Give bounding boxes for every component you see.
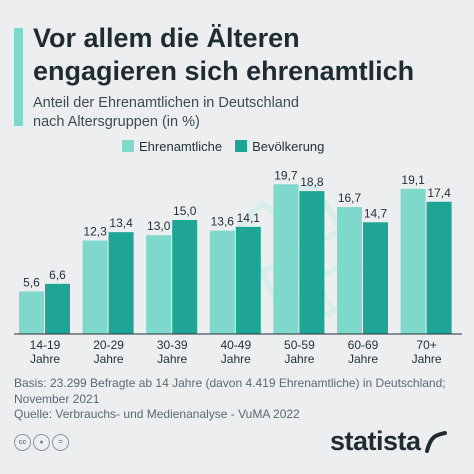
x-tick-label-30-39-jahre-line2: Jahre	[157, 352, 187, 366]
bar-bev-lkerung-20-29-jahre	[108, 232, 134, 334]
value-label-bev-lkerung-60-69-jahre: 14,7	[364, 206, 388, 220]
chart-legend: Ehrenamtliche Bevölkerung	[122, 137, 337, 155]
value-label-bev-lkerung-14-19-jahre: 6,6	[49, 268, 66, 282]
legend-swatch-bevoelkerung	[235, 140, 248, 152]
x-tick-labels-group: 14-19Jahre20-29Jahre30-39Jahre40-49Jahre…	[30, 338, 442, 366]
logo-wordmark: statista	[330, 426, 421, 456]
footer-basis: Basis: 23.299 Befragte ab 14 Jahre (davo…	[14, 376, 446, 390]
legend-swatch-ehrenamtliche	[122, 140, 134, 152]
value-label-ehrenamtliche-70-jahre: 19,1	[401, 173, 425, 187]
value-label-ehrenamtliche-20-29-jahre: 12,3	[83, 225, 107, 239]
license-icons[interactable]: cc ● =	[14, 434, 69, 451]
x-tick-label-20-29-jahre-line2: Jahre	[94, 352, 124, 366]
legend-label-bevoelkerung: Bevölkerung	[252, 138, 325, 154]
page-title: Vor allem die Älteren engagieren sich eh…	[33, 22, 463, 88]
bar-ehrenamtliche-14-19-jahre	[19, 291, 44, 334]
value-label-ehrenamtliche-40-49-jahre: 13,6	[211, 215, 235, 229]
bar-bev-lkerung-14-19-jahre	[45, 283, 70, 334]
value-label-bev-lkerung-30-39-jahre: 15,0	[173, 204, 197, 218]
bar-bev-lkerung-40-49-jahre	[235, 226, 261, 334]
value-label-bev-lkerung-70-jahre: 17,4	[427, 186, 451, 200]
title-accent-bar	[14, 28, 23, 126]
bar-ehrenamtliche-70-jahre	[400, 188, 426, 334]
x-tick-label-70-jahre-line2: Jahre	[412, 352, 442, 366]
x-tick-label-20-29-jahre-line1: 20-29	[93, 338, 124, 352]
subtitle-line-1: Anteil der Ehrenamtlichen in Deutschland	[33, 95, 299, 111]
page-subtitle: Anteil der Ehrenamtlichen in Deutschland…	[33, 94, 463, 132]
x-tick-label-70-jahre-line1: 70+	[416, 338, 436, 352]
footer-source: Quelle: Verbrauchs- und Medienanalyse - …	[14, 407, 300, 421]
legend-item-ehrenamtliche: Ehrenamtliche	[122, 139, 222, 154]
bar-ehrenamtliche-60-69-jahre	[337, 207, 362, 334]
cc-icon[interactable]: cc	[14, 434, 31, 451]
statista-logo[interactable]: statista	[330, 426, 447, 457]
value-label-ehrenamtliche-30-39-jahre: 13,0	[147, 219, 171, 233]
title-line-2: engagieren sich ehrenamtlich	[33, 56, 415, 86]
x-tick-label-40-49-jahre-line1: 40-49	[220, 338, 251, 352]
bars-group	[19, 184, 452, 334]
value-label-bev-lkerung-50-59-jahre: 18,8	[300, 175, 324, 189]
x-tick-label-50-59-jahre-line1: 50-59	[284, 338, 315, 352]
x-tick-label-14-19-jahre-line2: Jahre	[30, 352, 60, 366]
value-label-ehrenamtliche-14-19-jahre: 5,6	[23, 275, 40, 289]
equals-icon[interactable]: =	[52, 434, 69, 451]
x-tick-label-30-39-jahre-line1: 30-39	[157, 338, 188, 352]
bar-ehrenamtliche-50-59-jahre	[273, 184, 299, 334]
legend-label-ehrenamtliche: Ehrenamtliche	[139, 138, 223, 154]
bar-ehrenamtliche-20-29-jahre	[82, 240, 108, 334]
x-tick-label-40-49-jahre-line2: Jahre	[221, 352, 251, 366]
bar-ehrenamtliche-30-39-jahre	[146, 235, 172, 334]
bar-ehrenamtliche-40-49-jahre	[209, 230, 235, 334]
bar-bev-lkerung-50-59-jahre	[299, 191, 325, 334]
bar-bev-lkerung-30-39-jahre	[172, 220, 198, 334]
x-tick-label-60-69-jahre-line2: Jahre	[348, 352, 378, 366]
person-icon[interactable]: ●	[33, 434, 50, 451]
bar-bev-lkerung-60-69-jahre	[363, 222, 388, 334]
value-label-ehrenamtliche-60-69-jahre: 16,7	[338, 191, 362, 205]
value-label-bev-lkerung-40-49-jahre: 14,1	[237, 211, 261, 225]
value-label-bev-lkerung-20-29-jahre: 13,4	[109, 216, 133, 230]
footer-basis-date: November 2021	[14, 391, 100, 406]
value-label-ehrenamtliche-50-59-jahre: 19,7	[274, 168, 298, 182]
title-line-1: Vor allem die Älteren	[33, 23, 300, 53]
legend-item-bevoelkerung: Bevölkerung	[235, 139, 324, 154]
x-tick-label-50-59-jahre-line2: Jahre	[284, 352, 314, 366]
x-tick-label-14-19-jahre-line1: 14-19	[30, 338, 61, 352]
value-labels-group: 5,6 6,6 12,313,4 13,015,0 13,6 14,1 19,7 18,8 16…	[23, 168, 451, 289]
bar-bev-lkerung-70-jahre	[426, 201, 452, 334]
chart-footer: Basis: 23.299 Befragte ab 14 Jahre (davo…	[14, 376, 464, 423]
subtitle-line-2: nach Altersgruppen (in %)	[33, 114, 200, 130]
logo-mark-icon	[424, 430, 447, 453]
x-tick-label-60-69-jahre-line1: 60-69	[348, 338, 379, 352]
